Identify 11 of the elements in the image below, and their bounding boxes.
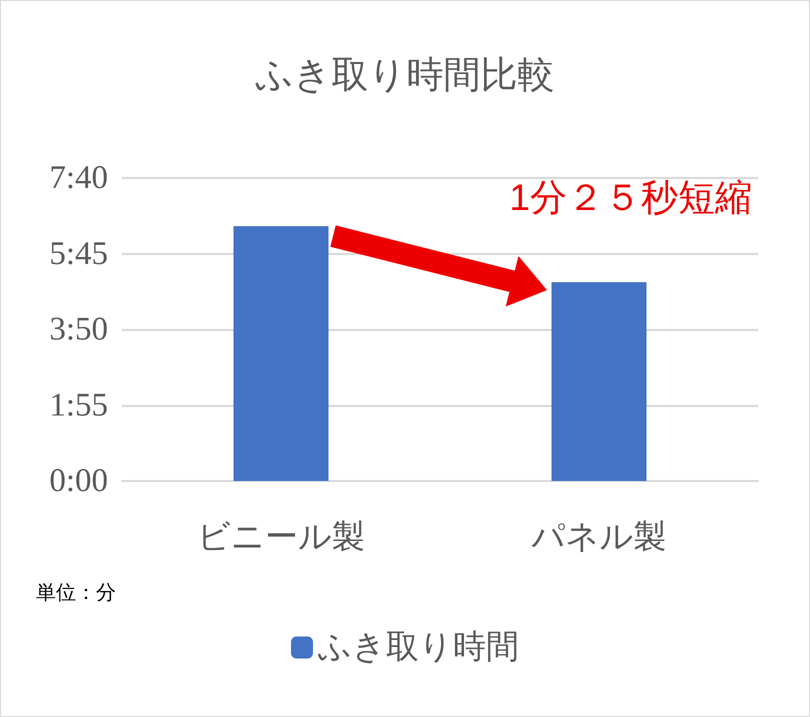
y-tick-label: 3:50 bbox=[49, 312, 108, 348]
text: 単位：分 bbox=[36, 582, 116, 604]
x-tick-label: パネル製 bbox=[530, 520, 666, 556]
chart-title: ふき取り時間比較 bbox=[254, 55, 554, 96]
x-tick-label: ビニール製 bbox=[197, 520, 365, 556]
y-tick-label: 1:55 bbox=[49, 387, 108, 424]
y-tick-label: 5:45 bbox=[49, 236, 108, 272]
y-tick-label: 0:00 bbox=[49, 463, 108, 499]
legend-label: ふき取り時間 bbox=[317, 630, 519, 666]
y-tick-label: 7:40 bbox=[49, 160, 108, 196]
annotation: 1分２５秒短縮 bbox=[509, 177, 752, 218]
